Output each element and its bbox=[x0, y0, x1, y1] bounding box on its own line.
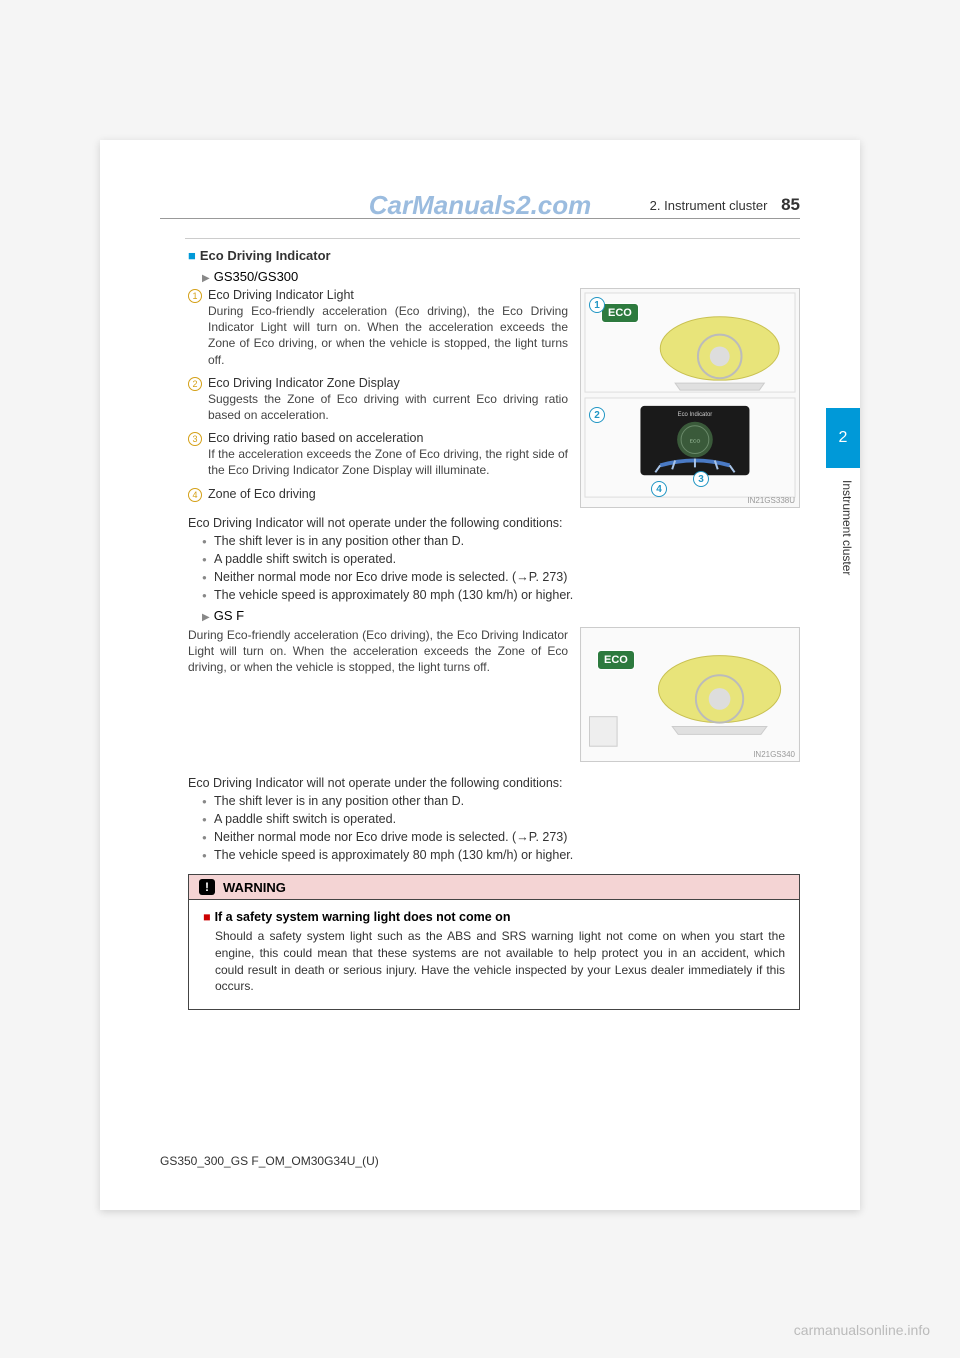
page-header: 2. Instrument cluster 85 bbox=[650, 195, 800, 215]
model-b-body-col: During Eco-friendly acceleration (Eco dr… bbox=[188, 627, 568, 762]
triangle-icon: ▶ bbox=[202, 273, 210, 284]
callout-2-icon: 2 bbox=[589, 407, 605, 423]
bullet-1-2: A paddle shift switch is operated. bbox=[202, 552, 800, 566]
nooperate-intro-2: Eco Driving Indicator will not operate u… bbox=[188, 776, 800, 790]
dashboard-illustration-2: ECO IN21GS340 bbox=[580, 627, 800, 762]
svg-text:Eco Indicator: Eco Indicator bbox=[678, 412, 713, 418]
eco-item-4: 4 Zone of Eco driving bbox=[188, 487, 568, 502]
bullet-2-1: The shift lever is in any position other… bbox=[202, 794, 800, 808]
circled-3-icon: 3 bbox=[188, 432, 202, 446]
eco-item-3-body: If the acceleration exceeds the Zone of … bbox=[208, 446, 568, 478]
image-code-2: IN21GS340 bbox=[753, 750, 795, 759]
chapter-side-label: Instrument cluster bbox=[840, 480, 854, 575]
warning-triangle-icon: ! bbox=[199, 879, 215, 895]
dashboard-illustration-1: Eco Indicator ECO ECO 1 2 3 4 IN21GS338U bbox=[580, 288, 800, 508]
model-b-heading: ▶ GS F bbox=[202, 608, 800, 623]
eco-title-text: Eco Driving Indicator bbox=[200, 248, 331, 263]
model-b-body: During Eco-friendly acceleration (Eco dr… bbox=[188, 627, 568, 676]
circled-2-icon: 2 bbox=[188, 377, 202, 391]
circled-4-icon: 4 bbox=[188, 488, 202, 502]
bullet-2-4: The vehicle speed is approximately 80 mp… bbox=[202, 848, 800, 862]
eco-section-title: ■ Eco Driving Indicator bbox=[188, 248, 800, 263]
eco-item-3-title: Eco driving ratio based on acceleration bbox=[208, 431, 568, 445]
manual-page: CarManuals2.com 2. Instrument cluster 85… bbox=[100, 140, 860, 1210]
warning-head-text: WARNING bbox=[223, 880, 286, 895]
bullets-1: The shift lever is in any position other… bbox=[202, 534, 800, 602]
eco-item-1-body: During Eco-friendly acceleration (Eco dr… bbox=[208, 303, 568, 368]
callout-4-icon: 4 bbox=[651, 481, 667, 497]
warning-box: ! WARNING ■ If a safety system warning li… bbox=[188, 874, 800, 1010]
bullets-2: The shift lever is in any position other… bbox=[202, 794, 800, 862]
page-number: 85 bbox=[781, 195, 800, 214]
svg-text:ECO: ECO bbox=[690, 439, 701, 445]
eco-badge-2: ECO bbox=[597, 650, 635, 670]
eco-item-3: 3 Eco driving ratio based on acceleratio… bbox=[188, 431, 568, 484]
warning-title-text: If a safety system warning light does no… bbox=[215, 910, 511, 924]
eco-item-2-title: Eco Driving Indicator Zone Display bbox=[208, 376, 568, 390]
callout-1-icon: 1 bbox=[589, 297, 605, 313]
header-section: 2. Instrument cluster bbox=[650, 198, 768, 213]
eco-item-1: 1 Eco Driving Indicator Light During Eco… bbox=[188, 288, 568, 374]
model-a-heading: ▶ GS350/GS300 bbox=[202, 269, 800, 284]
nooperate-intro-1: Eco Driving Indicator will not operate u… bbox=[188, 516, 800, 530]
eco-item-4-title: Zone of Eco driving bbox=[208, 487, 316, 501]
bullet-2-2: A paddle shift switch is operated. bbox=[202, 812, 800, 826]
eco-badge-1: ECO bbox=[601, 303, 639, 323]
circled-1-icon: 1 bbox=[188, 289, 202, 303]
header-rule-2 bbox=[185, 238, 800, 239]
bullet-2-3: Neither normal mode nor Eco drive mode i… bbox=[202, 830, 800, 844]
watermark-text: CarManuals2.com bbox=[369, 190, 592, 221]
image-code-1: IN21GS338U bbox=[747, 496, 795, 505]
eco-item-1-title: Eco Driving Indicator Light bbox=[208, 288, 568, 302]
triangle-icon-2: ▶ bbox=[202, 612, 210, 623]
model-b-text: GS F bbox=[214, 608, 244, 623]
footer-doc-code: GS350_300_GS F_OM_OM30G34U_(U) bbox=[160, 1154, 379, 1168]
eco-row-1: 1 Eco Driving Indicator Light During Eco… bbox=[188, 288, 800, 508]
chapter-tab: 2 bbox=[826, 408, 860, 468]
bullet-1-4: The vehicle speed is approximately 80 mp… bbox=[202, 588, 800, 602]
warning-title: ■ If a safety system warning light does n… bbox=[203, 910, 785, 924]
dash-svg-2 bbox=[581, 628, 799, 761]
bullet-1-3: Neither normal mode nor Eco drive mode i… bbox=[202, 570, 800, 584]
warning-header: ! WARNING bbox=[189, 875, 799, 900]
footer-site-url: carmanualsonline.info bbox=[794, 1322, 930, 1338]
model-a-text: GS350/GS300 bbox=[214, 269, 299, 284]
warning-body: ■ If a safety system warning light does n… bbox=[189, 900, 799, 1009]
page-content: ■ Eco Driving Indicator ▶ GS350/GS300 1 Ec… bbox=[188, 248, 800, 1010]
eco-item-2: 2 Eco Driving Indicator Zone Display Sug… bbox=[188, 376, 568, 429]
eco-text-col: 1 Eco Driving Indicator Light During Eco… bbox=[188, 288, 568, 508]
red-square-icon: ■ bbox=[203, 910, 211, 924]
callout-3-icon: 3 bbox=[693, 471, 709, 487]
eco-row-2: During Eco-friendly acceleration (Eco dr… bbox=[188, 627, 800, 762]
header-rule bbox=[160, 218, 800, 219]
eco-item-2-body: Suggests the Zone of Eco driving with cu… bbox=[208, 391, 568, 423]
square-bullet-icon: ■ bbox=[188, 248, 196, 263]
warning-text: Should a safety system light such as the… bbox=[203, 928, 785, 995]
bullet-1-1: The shift lever is in any position other… bbox=[202, 534, 800, 548]
